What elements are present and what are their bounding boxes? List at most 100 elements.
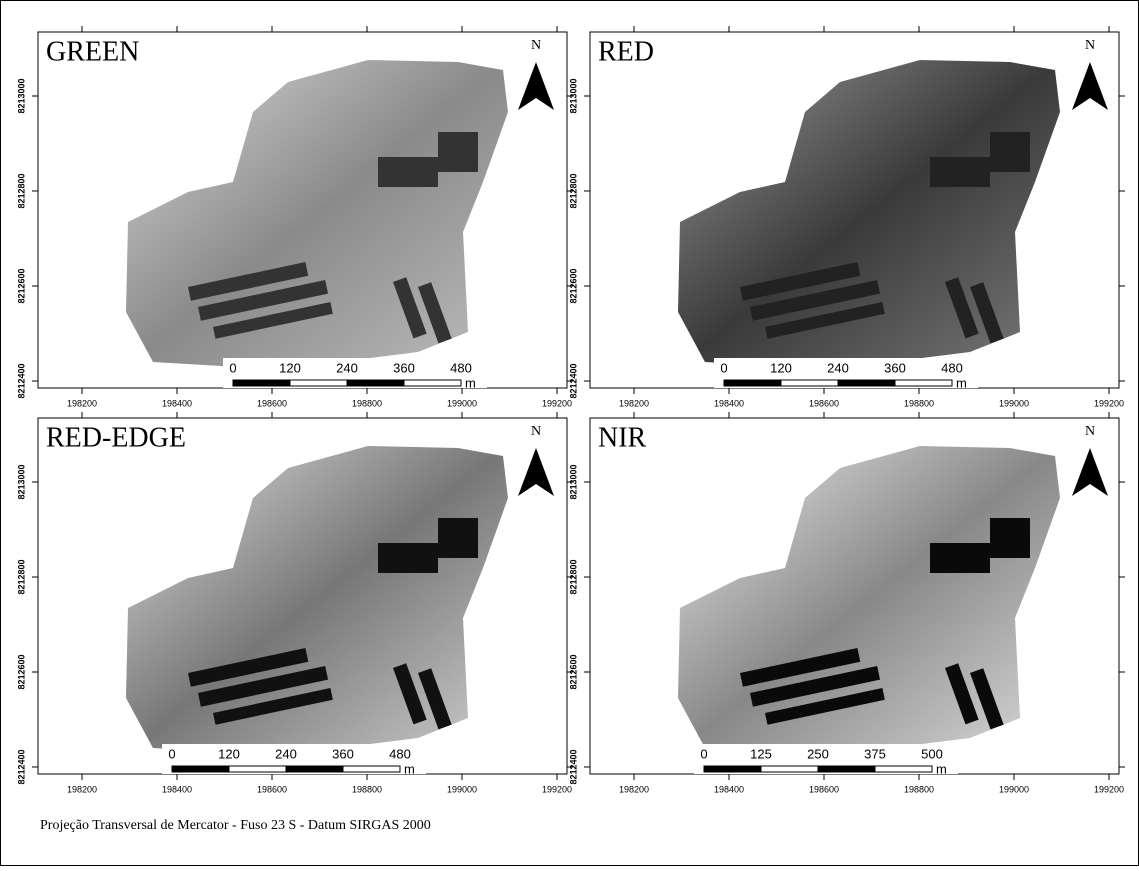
panel-title: NIR [598, 422, 647, 453]
x-tick-label: 199200 [542, 784, 572, 794]
x-tick-label: 198400 [714, 398, 744, 408]
x-tick-label: 199200 [1094, 398, 1124, 408]
footer: Projeção Transversal de Mercator - Fuso … [40, 818, 431, 833]
x-tick-label: 199000 [999, 398, 1029, 408]
pond [438, 518, 478, 558]
pond [378, 543, 438, 573]
x-tick-label: 198600 [257, 398, 287, 408]
scale-label: 360 [884, 360, 906, 375]
y-tick-label: 8212800 [568, 559, 578, 594]
x-tick-label: 198800 [352, 784, 382, 794]
x-tick-label: 198400 [714, 784, 744, 794]
pond [438, 132, 478, 172]
x-tick-label: 199000 [447, 398, 477, 408]
scale-label: 480 [389, 746, 411, 761]
y-tick-label: 8213000 [568, 464, 578, 499]
scale-segment [838, 380, 895, 386]
y-tick-label: 8212600 [568, 268, 578, 303]
scale-unit: m [465, 375, 476, 390]
x-tick-label: 198600 [809, 398, 839, 408]
pond [930, 157, 990, 187]
scale-label: 480 [941, 360, 963, 375]
scale-segment [875, 766, 932, 772]
panel-title: RED-EDGE [46, 422, 186, 453]
panel-title: RED [598, 36, 654, 67]
north-label: N [1085, 424, 1095, 439]
pond [990, 132, 1030, 172]
scale-segment [343, 766, 400, 772]
north-label: N [531, 38, 541, 53]
y-tick-label: 8212600 [16, 268, 26, 303]
map-panel: RED N 198200 198400 198600 198800 199000 199200… [568, 26, 1125, 408]
scale-label: 120 [218, 746, 240, 761]
map-panel: RED-EDGE N 198200 198400 198600 198800 199000 1… [16, 412, 573, 794]
scale-segment [347, 380, 404, 386]
y-tick-label: 8213000 [16, 78, 26, 113]
scale-segment [229, 766, 286, 772]
x-tick-label: 199200 [1094, 784, 1124, 794]
scale-segment [724, 380, 781, 386]
x-tick-label: 198800 [904, 398, 934, 408]
y-tick-label: 8212400 [568, 363, 578, 398]
scale-label: 360 [393, 360, 415, 375]
y-tick-label: 8212800 [568, 173, 578, 208]
x-tick-label: 198400 [162, 784, 192, 794]
scale-label: 0 [229, 360, 236, 375]
x-tick-label: 199200 [542, 398, 572, 408]
x-tick-label: 198800 [904, 784, 934, 794]
scale-label: 0 [168, 746, 175, 761]
x-tick-label: 198200 [67, 398, 97, 408]
scale-label: 240 [827, 360, 849, 375]
scale-label: 240 [336, 360, 358, 375]
y-tick-label: 8212600 [568, 654, 578, 689]
scale-label: 120 [770, 360, 792, 375]
scale-label: 120 [279, 360, 301, 375]
x-tick-label: 198200 [619, 784, 649, 794]
scale-label: 360 [332, 746, 354, 761]
scale-label: 250 [807, 746, 829, 761]
scale-segment [172, 766, 229, 772]
y-tick-label: 8212400 [16, 363, 26, 398]
scale-label: 240 [275, 746, 297, 761]
scale-label: 375 [864, 746, 886, 761]
y-tick-label: 8212800 [16, 173, 26, 208]
scale-unit: m [956, 375, 967, 390]
scale-segment [818, 766, 875, 772]
x-tick-label: 198600 [809, 784, 839, 794]
y-tick-label: 8212400 [568, 749, 578, 784]
x-tick-label: 198200 [619, 398, 649, 408]
scale-segment [404, 380, 461, 386]
x-tick-label: 198400 [162, 398, 192, 408]
pond [990, 518, 1030, 558]
scale-segment [286, 766, 343, 772]
x-tick-label: 199000 [999, 784, 1029, 794]
map-panel: NIR N 198200 198400 198600 198800 199000 199200… [568, 412, 1125, 794]
scale-label: 500 [921, 746, 943, 761]
panel-title: GREEN [46, 36, 139, 67]
pond [930, 543, 990, 573]
map-panel: GREEN N 198200 198400 198600 198800 199000 1992… [16, 26, 573, 408]
y-tick-label: 8213000 [568, 78, 578, 113]
scale-unit: m [936, 761, 947, 776]
y-tick-label: 8212600 [16, 654, 26, 689]
x-tick-label: 198200 [67, 784, 97, 794]
scale-segment [761, 766, 818, 772]
pond [378, 157, 438, 187]
scale-unit: m [404, 761, 415, 776]
y-tick-label: 8212400 [16, 749, 26, 784]
y-tick-label: 8212800 [16, 559, 26, 594]
x-tick-label: 198800 [352, 398, 382, 408]
x-tick-label: 199000 [447, 784, 477, 794]
scale-label: 0 [700, 746, 707, 761]
scale-segment [781, 380, 838, 386]
scale-segment [290, 380, 347, 386]
north-label: N [1085, 38, 1095, 53]
scale-segment [895, 380, 952, 386]
scale-label: 125 [750, 746, 772, 761]
scale-label: 0 [720, 360, 727, 375]
map-figure: Projeção Transversal de Mercator - Fuso … [0, 0, 1139, 866]
north-label: N [531, 424, 541, 439]
scale-segment [233, 380, 290, 386]
x-tick-label: 198600 [257, 784, 287, 794]
scale-segment [704, 766, 761, 772]
